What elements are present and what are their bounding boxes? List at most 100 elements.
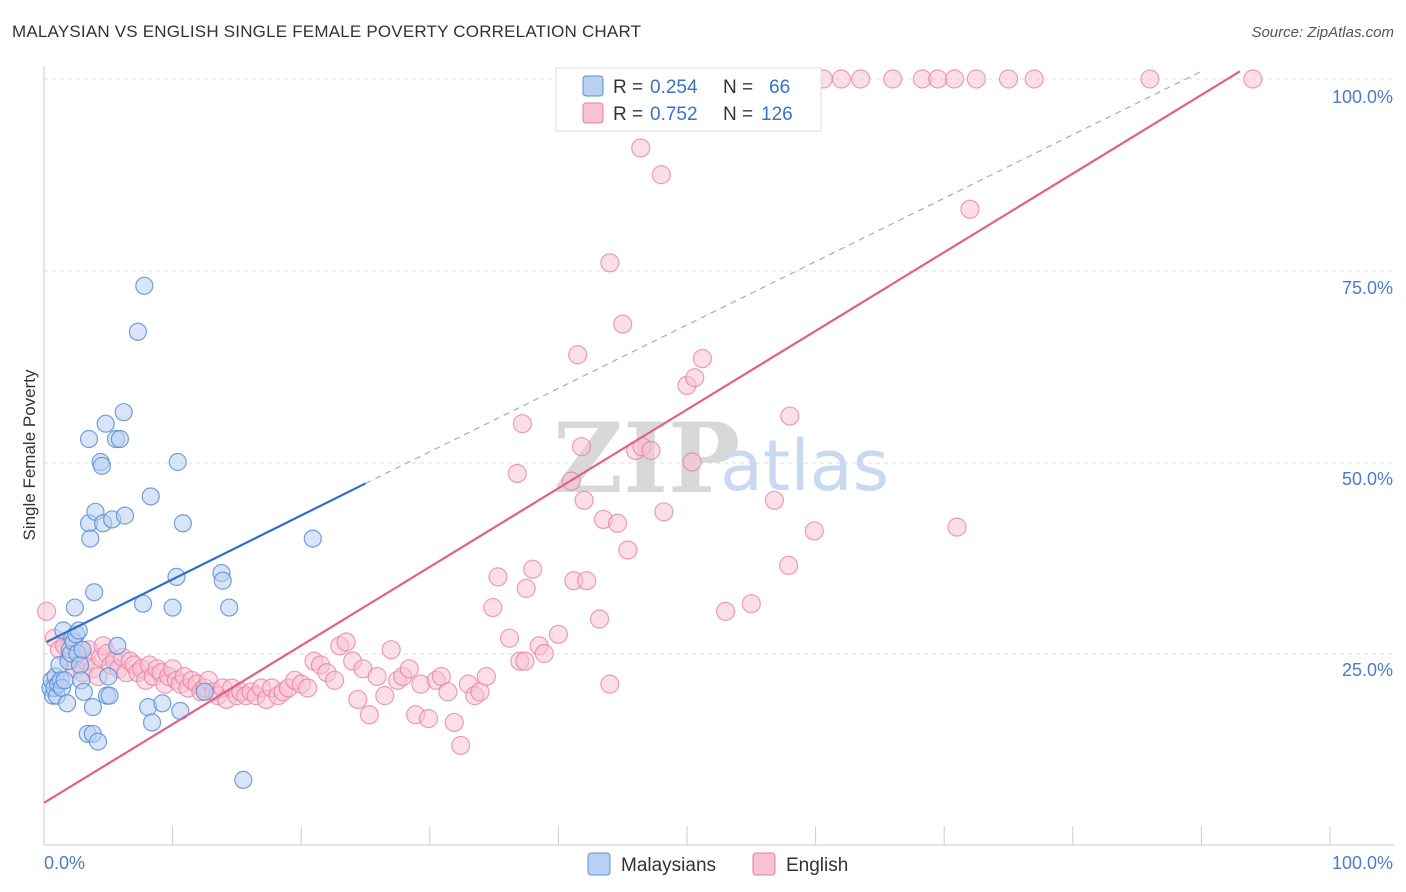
malaysians-point (213, 571, 232, 590)
english-point (928, 69, 948, 89)
english-point (444, 712, 464, 733)
english-point (654, 502, 674, 522)
malaysians-point (65, 598, 84, 617)
english-point (764, 490, 785, 510)
english-point (778, 555, 799, 576)
malaysians-point (58, 694, 77, 713)
y-tick-label: 50.0% (1342, 469, 1393, 489)
english-point (574, 490, 594, 510)
english-point (325, 670, 345, 690)
english-point (367, 666, 387, 687)
english-point (399, 659, 419, 679)
english-point (589, 609, 610, 629)
malaysians-point (168, 452, 187, 472)
legend: R = 0.254 N = 66 R = 0.752 N = 126 (555, 67, 822, 132)
english-point (947, 517, 967, 537)
x-tick-label-end: 100.0% (1332, 853, 1393, 873)
english-point (804, 521, 824, 541)
gridlines (44, 78, 1394, 655)
malaysians-point (96, 414, 115, 433)
malaysians-point (115, 506, 135, 525)
english-point (483, 597, 503, 618)
y-tick-label: 25.0% (1342, 660, 1393, 680)
legend-n-label-malaysians: N = (723, 77, 753, 98)
legend-r-value-malaysians: 0.254 (650, 77, 698, 98)
english-point (438, 682, 458, 702)
english-point (618, 540, 638, 560)
trend-lines (43, 70, 1241, 804)
malaysians-point (141, 487, 160, 506)
english-point (641, 440, 661, 461)
english-point (715, 601, 736, 621)
malaysians-point (73, 640, 92, 659)
legend-n-value-malaysians: 66 (769, 77, 790, 98)
malaysians-point (55, 671, 74, 690)
malaysians-point (128, 322, 147, 341)
malaysians-trend-line (46, 482, 366, 643)
bottom-legend-malaysians: Malaysians (621, 855, 716, 876)
malaysians-point (114, 403, 133, 422)
series-malaysians-points (41, 276, 322, 789)
x-tick-label-start: 0.0% (44, 853, 85, 873)
english-point (1140, 69, 1160, 89)
english-point (359, 705, 379, 725)
chart-title: MALAYSIAN VS ENGLISH SINGLE FEMALE POVER… (12, 22, 642, 41)
y-tick-label: 100.0% (1332, 87, 1393, 107)
malaysians-point (81, 529, 100, 548)
malaysians-point (70, 655, 90, 675)
malaysians-point (108, 636, 127, 655)
english-point (631, 138, 651, 158)
malaysians-point (195, 682, 214, 701)
english-point (375, 686, 395, 706)
malaysians-point (99, 667, 118, 686)
english-point (516, 578, 536, 598)
source-label: Source: ZipAtlas.com (1251, 24, 1394, 41)
english-point (1243, 69, 1263, 89)
malaysians-point (135, 276, 154, 295)
malaysians-point (69, 621, 88, 640)
malaysians-point (163, 598, 182, 617)
english-point (548, 624, 569, 644)
y-axis-label: Single Female Poverty (20, 369, 39, 541)
malaysians-point (83, 698, 102, 717)
english-point (780, 406, 800, 426)
watermark-atlas: atlas (720, 425, 889, 507)
english-point (607, 513, 628, 533)
english-point (613, 314, 633, 334)
malaysians-point (173, 514, 192, 533)
malaysians-point (92, 456, 111, 475)
malaysians-point (85, 583, 104, 602)
english-point (682, 452, 702, 472)
english-point (568, 345, 588, 365)
english-point (577, 571, 597, 591)
bottom-legend-english: English (786, 855, 848, 876)
malaysians-point (142, 713, 162, 732)
english-point (998, 69, 1019, 89)
english-point (600, 253, 620, 273)
english-point (348, 689, 368, 710)
english-point (685, 368, 705, 388)
bottom-legend-swatch-english (752, 852, 776, 876)
english-point (336, 632, 356, 652)
english-point (298, 678, 318, 698)
english-point (499, 628, 520, 648)
malaysians-point (110, 429, 129, 449)
english-point (512, 414, 532, 434)
legend-r-label-english: R = (613, 104, 643, 125)
english-trend-line (43, 70, 1241, 804)
y-tick-labels: 25.0% 50.0% 75.0% 100.0% (1332, 87, 1393, 680)
bottom-legend: Malaysians English (587, 852, 848, 876)
english-point (381, 640, 401, 660)
malaysians-point (303, 529, 322, 548)
legend-r-label-malaysians: R = (613, 77, 643, 98)
english-point (571, 437, 592, 457)
axes (43, 66, 1394, 846)
malaysians-point (153, 694, 172, 713)
malaysians-point (100, 686, 119, 705)
english-point (741, 594, 761, 614)
english-point (960, 199, 980, 219)
legend-r-value-english: 0.752 (650, 104, 698, 125)
english-point (515, 651, 535, 671)
legend-swatch-english (582, 102, 604, 124)
